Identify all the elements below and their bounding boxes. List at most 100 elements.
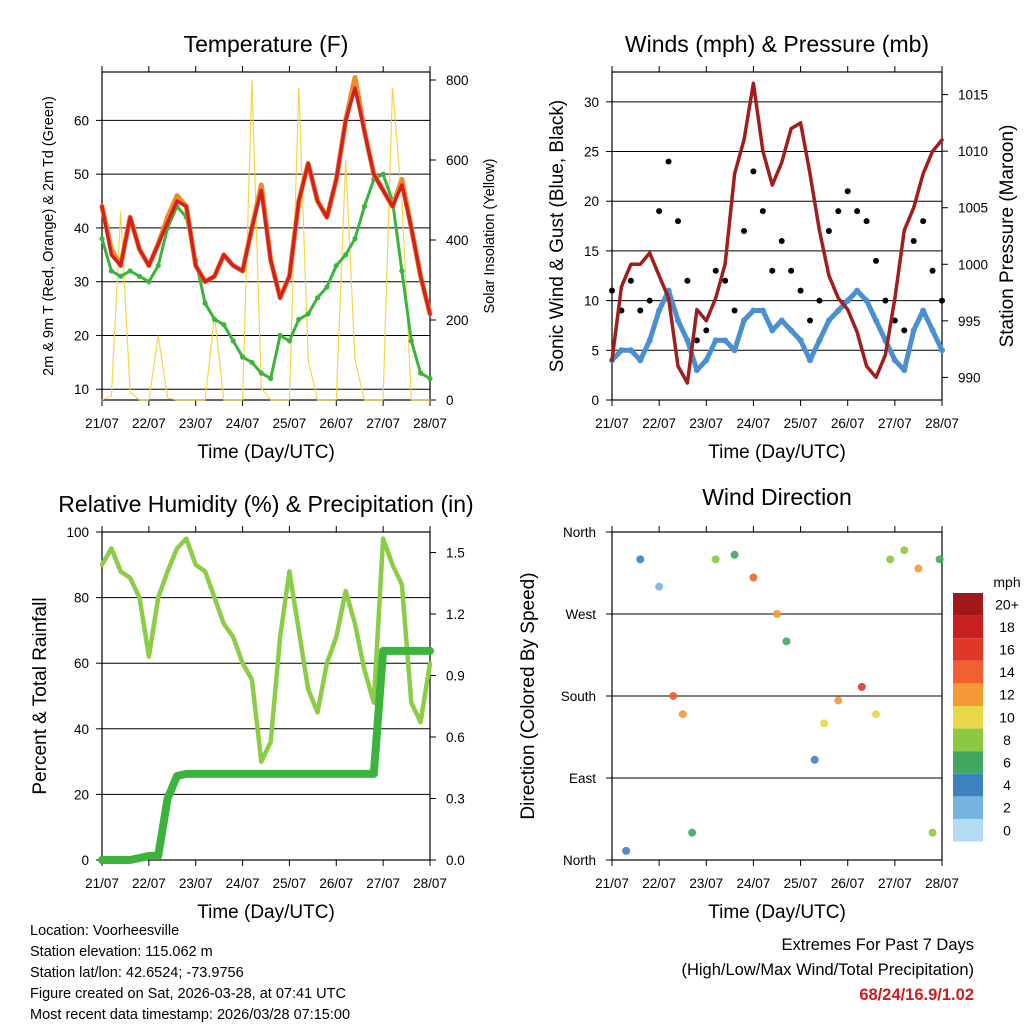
humidity-xtick-label: 23/07	[179, 876, 213, 891]
direction-ytick-label: South	[561, 689, 596, 704]
winds-ytick-right-label: 1010	[958, 144, 988, 159]
winds-xlabel: Time (Day/UTC)	[708, 442, 846, 463]
sonic-wind-point	[939, 347, 945, 354]
winds-xtick-label: 21/07	[595, 416, 629, 431]
gust-point	[873, 257, 879, 264]
temperature-title: Temperature (F)	[184, 31, 349, 57]
sonic-wind-point	[769, 327, 776, 334]
sonic-wind-point	[693, 367, 700, 374]
dewpoint-point	[136, 273, 143, 279]
winds-ytick-label: 30	[584, 95, 599, 110]
gust-point	[929, 267, 936, 274]
humidity-xtick-label: 28/07	[413, 876, 447, 891]
sonic-wind-point	[901, 367, 908, 374]
sonic-wind-point	[797, 337, 804, 344]
gust-point	[731, 307, 738, 314]
temperature-ytick-right-label: 0	[446, 393, 454, 408]
colorbar-label: 2	[1003, 800, 1011, 816]
sonic-wind-point	[854, 287, 861, 294]
temperature-ytick-label: 30	[74, 275, 89, 290]
dewpoint-point	[286, 338, 293, 344]
wind-direction-point	[669, 692, 678, 700]
winds-ylabel: Sonic Wind & Gust (Blue, Black)	[547, 100, 568, 372]
colorbar-swatch	[953, 819, 983, 842]
sonic-wind-point	[750, 307, 757, 314]
wind-direction-point	[688, 828, 697, 837]
colorbar-label: 12	[999, 687, 1015, 703]
colorbar-swatch	[953, 683, 983, 706]
sonic-wind-point	[891, 357, 898, 364]
colorbar-swatch	[953, 660, 983, 684]
gust-point	[627, 277, 634, 284]
humidity-ylabel: Percent & Total Rainfall	[30, 597, 51, 794]
direction-ytick-label: North	[563, 525, 596, 540]
gust-point	[722, 277, 729, 284]
temperature-ytick-label: 40	[74, 221, 89, 236]
temperature-xlabel: Time (Day/UTC)	[197, 442, 335, 463]
direction-xtick-label: 26/07	[831, 876, 865, 891]
sonic-wind-point	[703, 357, 710, 364]
dewpoint-point	[146, 279, 152, 285]
gust-point	[891, 317, 898, 324]
gust-point	[863, 218, 870, 225]
dewpoint-point	[99, 236, 105, 242]
wind-direction-point	[857, 682, 866, 691]
recent-timestamp: Most recent data timestamp: 2026/03/28 0…	[30, 1007, 351, 1023]
dewpoint-point	[399, 268, 405, 274]
sonic-wind-point	[778, 317, 785, 324]
sonic-wind-point	[825, 317, 832, 324]
station-elevation: Station elevation: 115.062 m	[30, 944, 213, 960]
humidity-ytick-right-label: 1.5	[446, 546, 465, 561]
dewpoint-point	[118, 273, 124, 279]
gust-point	[854, 208, 861, 215]
humidity-xtick-label: 22/07	[132, 876, 166, 891]
humidity-ytick-right-label: 0.0	[446, 853, 465, 868]
temperature-xtick-label: 27/07	[366, 416, 400, 431]
direction-xtick-label: 24/07	[737, 876, 771, 891]
direction-title: Wind Direction	[702, 484, 852, 510]
extremes-subtitle: (High/Low/Max Wind/Total Precipitation)	[681, 961, 974, 979]
gust-point	[797, 287, 804, 294]
dewpoint-point	[314, 295, 321, 301]
dewpoint-point	[380, 171, 386, 177]
wind-direction-point	[636, 555, 645, 564]
wind-direction-point	[820, 719, 829, 728]
wind-direction-point	[886, 555, 895, 564]
winds-xtick-label: 26/07	[831, 416, 865, 431]
sonic-wind-point	[684, 337, 691, 344]
gust-point	[646, 297, 653, 304]
colorbar-swatch	[953, 773, 983, 797]
temperature-xtick-label: 22/07	[132, 416, 166, 431]
sonic-wind-point	[712, 337, 719, 344]
direction-xtick-label: 21/07	[595, 876, 629, 891]
wind-direction-point	[810, 755, 819, 764]
gust-point	[769, 267, 776, 274]
dewpoint-point	[296, 316, 302, 322]
dewpoint-point	[324, 284, 330, 290]
humidity-ytick-label: 100	[66, 525, 89, 540]
humidity-xtick-label: 25/07	[273, 876, 307, 891]
direction-xlabel: Time (Day/UTC)	[708, 902, 846, 923]
extremes-values: 68/24/16.9/1.02	[859, 986, 974, 1004]
winds-xtick-label: 25/07	[784, 416, 818, 431]
gust-point	[741, 228, 747, 235]
sonic-wind-point	[844, 297, 851, 304]
wind-direction-point	[914, 564, 923, 573]
gust-point	[693, 337, 700, 344]
temperature-ylabel: 2m & 9m T (Red, Orange) & 2m Td (Green)	[41, 96, 57, 376]
colorbar-title: mph	[993, 574, 1020, 590]
direction-xtick-label: 25/07	[784, 876, 818, 891]
dewpoint-point	[361, 203, 367, 210]
direction-ytick-label: East	[569, 771, 596, 786]
gust-point	[665, 158, 672, 165]
dewpoint-point	[249, 359, 255, 365]
colorbar-swatch	[953, 796, 983, 819]
humidity-ytick-right-label: 1.2	[446, 607, 465, 622]
sonic-wind-point	[873, 317, 879, 324]
gust-point	[778, 237, 785, 244]
direction-ytick-label: West	[565, 607, 596, 622]
sonic-wind-point	[807, 357, 813, 364]
gust-point	[825, 228, 832, 235]
colorbar-label: 6	[1003, 755, 1011, 771]
